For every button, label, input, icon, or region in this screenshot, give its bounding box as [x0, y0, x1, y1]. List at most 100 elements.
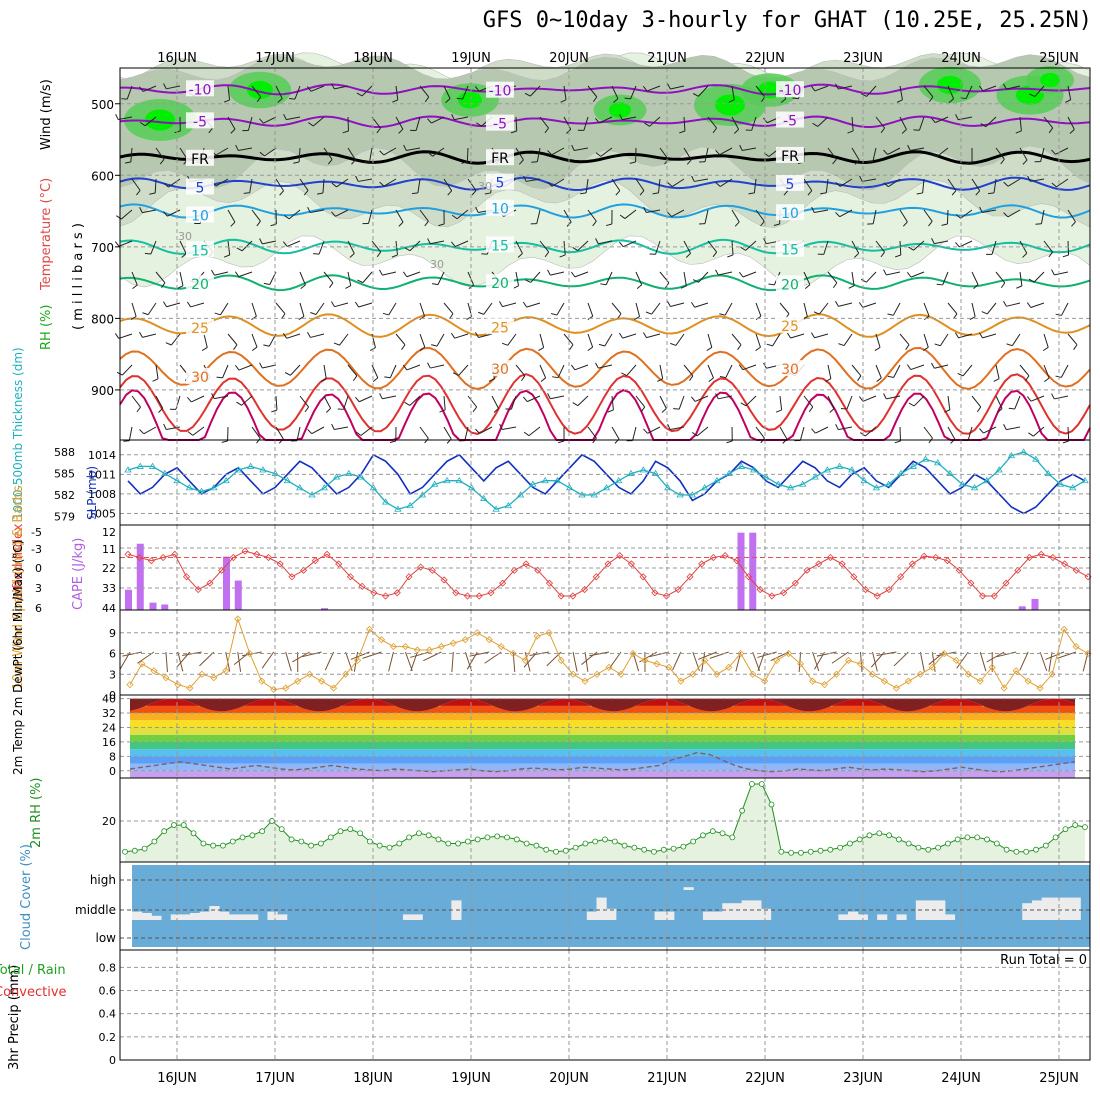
- wind-barb: [464, 426, 469, 441]
- wind-barb-flag: [811, 206, 815, 213]
- wind-barb-10m: [261, 651, 275, 669]
- wind-barb-flag: [234, 271, 240, 277]
- isotherm-label-bg: [186, 149, 214, 166]
- isotherm-label: -5: [783, 114, 797, 130]
- wind-barb-flag: [132, 284, 138, 290]
- wind-barb-flag: [928, 221, 933, 227]
- wind-barb: [395, 209, 404, 223]
- wind-barb-flag: [642, 332, 647, 338]
- wind-barb-10m: [996, 651, 1017, 658]
- isotherm-label-bg: [186, 206, 214, 223]
- upper-air-ylabel: RH (%) Temperature (°C) Wind (m/s): [39, 79, 54, 350]
- wind-barb: [142, 85, 157, 92]
- day-label-bottom: 22JUN: [745, 1071, 785, 1086]
- cloud-middle-bar: [664, 911, 675, 920]
- wind-barb: [1067, 209, 1076, 223]
- rh-marker: [582, 840, 589, 847]
- lifted-index-tick-label: -3: [31, 543, 42, 556]
- rh-marker: [935, 844, 941, 851]
- wind-barb: [934, 364, 949, 369]
- rh-marker: [131, 847, 138, 854]
- wind-tick-label: 9: [109, 627, 116, 640]
- wind-barb: [683, 271, 687, 286]
- isotherm-label: 5: [496, 176, 505, 192]
- wind-barb-flag: [981, 311, 988, 315]
- wind-barb: [939, 333, 949, 347]
- wind-barb-flag: [988, 192, 995, 195]
- wind-barb: [887, 147, 901, 155]
- wind-barb: [587, 426, 597, 439]
- lifted-index-marker: [124, 550, 132, 558]
- wind-barb: [838, 85, 853, 90]
- wind-barb: [336, 178, 349, 188]
- rh-marker: [602, 836, 608, 843]
- lifted-index-marker: [393, 589, 401, 597]
- wind-speed-marker: [844, 656, 853, 664]
- wind-barb: [947, 302, 958, 315]
- wind-barb-flag: [825, 378, 832, 382]
- wind-barb: [215, 147, 229, 156]
- rh-cell-core: [609, 102, 631, 118]
- lifted-index-marker: [288, 573, 296, 581]
- temp-tick-label: 8: [109, 750, 116, 763]
- wind-barb-flag: [923, 346, 929, 352]
- wind-barb: [651, 302, 661, 315]
- precip-tick-label: 0.4: [99, 1008, 117, 1021]
- wind-barb: [310, 209, 325, 214]
- rh-marker: [984, 836, 990, 843]
- wind-barb-flag: [235, 144, 239, 151]
- rh-marker: [807, 848, 814, 855]
- wind-barb-10m: [979, 651, 987, 672]
- isotherm-label-bg: [776, 174, 804, 191]
- wind-barb-flag: [208, 127, 213, 134]
- wind-barb: [323, 147, 333, 160]
- thickness-marker: [983, 476, 991, 484]
- wind-barb: [724, 302, 733, 316]
- rh-marker: [1072, 822, 1079, 828]
- isotherm-line: [119, 176, 1091, 192]
- rh-marker: [651, 848, 657, 855]
- cloud-middle-bar: [896, 914, 907, 920]
- lifted-index-ylabel-text: Lifted Index: [11, 523, 26, 600]
- wind-barb: [971, 271, 979, 285]
- wind-barb-flag: [642, 85, 648, 92]
- rh-marker: [445, 840, 452, 847]
- wind-barb: [121, 364, 133, 376]
- lifted-index-marker: [136, 553, 144, 562]
- wind-barb: [563, 116, 572, 130]
- wind-barb: [753, 178, 757, 193]
- wind-barb-flag: [233, 344, 238, 350]
- cloud-middle-bar: [944, 914, 956, 920]
- wind-barb: [803, 271, 811, 285]
- isotherm-label-bg: [186, 241, 214, 258]
- wind-speed-marker: [318, 677, 326, 685]
- lifted-index-marker: [358, 582, 366, 590]
- wind-barb-flag: [979, 206, 983, 213]
- isotherm-label-bg: [486, 149, 514, 166]
- wind-barb-flag: [522, 301, 528, 308]
- lifted-index-marker: [1002, 579, 1010, 587]
- wind-barb: [745, 240, 757, 251]
- isotherm-label-bg: [776, 240, 804, 257]
- wind-barb: [530, 271, 541, 283]
- rh-marker: [837, 844, 844, 851]
- wind-barb-flag: [342, 130, 349, 134]
- wind-barb-flag: [293, 161, 300, 164]
- isotherm-label: 30: [491, 362, 509, 378]
- wind-barb: [814, 333, 829, 339]
- wind-barb-flag: [1006, 343, 1013, 347]
- wind-speed-marker: [449, 639, 457, 647]
- wind-barb-10m: [757, 651, 766, 672]
- wind-barb: [696, 426, 709, 437]
- wind-barb-flag: [894, 440, 901, 444]
- wind-barb-flag: [715, 269, 719, 276]
- wind-barb-flag: [605, 223, 613, 227]
- wind-barb-flag: [475, 206, 479, 213]
- cape-bar: [223, 556, 230, 610]
- wind-barb-flag: [857, 375, 862, 381]
- wind-barb-flag: [325, 407, 331, 413]
- wind-barb: [755, 333, 761, 348]
- wind-barb: [1056, 178, 1069, 188]
- rh-marker: [122, 848, 128, 855]
- rh-marker: [964, 834, 971, 841]
